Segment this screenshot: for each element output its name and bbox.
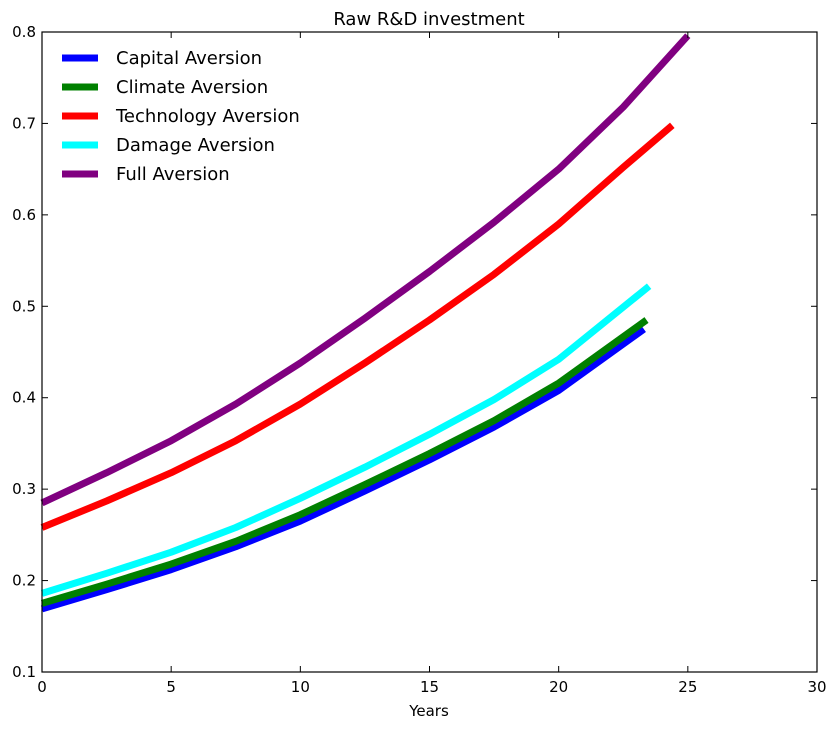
legend-label-damage-aversion: Damage Aversion <box>116 135 275 156</box>
series-line-technology-aversion <box>40 122 675 531</box>
legend-label-technology-aversion: Technology Aversion <box>115 106 300 127</box>
legend-label-capital-aversion: Capital Aversion <box>116 48 262 69</box>
x-tick-label: 20 <box>549 678 568 696</box>
y-tick-label: 0.1 <box>12 663 36 681</box>
x-tick-label: 10 <box>291 678 310 696</box>
x-tick-label: 0 <box>37 678 47 696</box>
series-line-damage-aversion <box>40 283 652 597</box>
x-tick-label: 25 <box>678 678 697 696</box>
y-tick-label: 0.7 <box>12 114 36 132</box>
y-tick-label: 0.2 <box>12 572 36 590</box>
series-line-climate-aversion <box>41 317 649 607</box>
chart-title: Raw R&D investment <box>333 9 524 30</box>
y-tick-label: 0.4 <box>12 389 36 407</box>
legend: Capital Aversion Climate Aversion Technolo… <box>62 48 300 185</box>
x-tick-label: 15 <box>420 678 439 696</box>
x-axis-label: Years <box>408 702 449 720</box>
series-line-full-aversion <box>40 33 691 507</box>
plot-lines <box>40 33 691 613</box>
legend-label-full-aversion: Full Aversion <box>116 164 230 185</box>
x-tick-label: 30 <box>807 678 826 696</box>
legend-label-climate-aversion: Climate Aversion <box>116 77 268 98</box>
axis-ticks: 0 5 10 15 20 25 30 0.1 0.2 0.3 0.4 0.5 0.6 0.7 0.8 <box>12 23 826 696</box>
y-tick-label: 0.6 <box>12 206 36 224</box>
x-tick-label: 5 <box>166 678 176 696</box>
y-tick-label: 0.8 <box>12 23 36 41</box>
series-line-capital-aversion <box>41 326 646 613</box>
y-tick-label: 0.3 <box>12 480 36 498</box>
y-tick-label: 0.5 <box>12 297 36 315</box>
